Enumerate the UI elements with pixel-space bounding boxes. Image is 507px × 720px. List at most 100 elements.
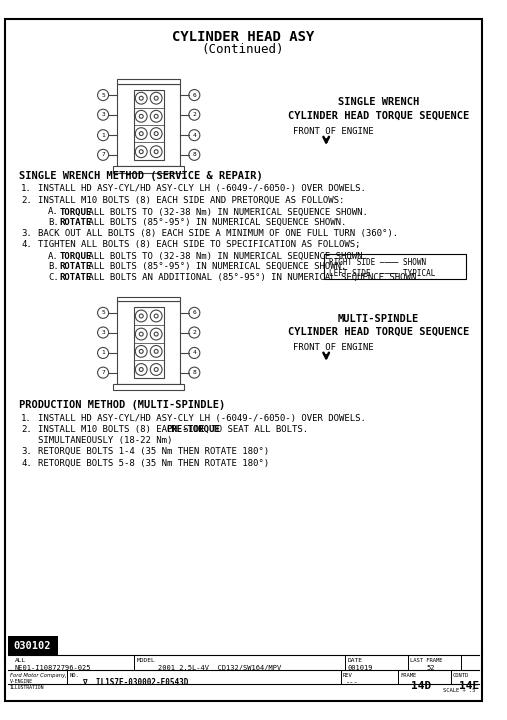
Text: PRE-TORQUE: PRE-TORQUE [166,426,220,434]
Text: 4.: 4. [21,459,32,468]
Circle shape [189,109,200,120]
Circle shape [189,367,200,378]
Circle shape [97,348,108,359]
Text: 3.: 3. [21,228,32,238]
Text: 6: 6 [193,310,196,315]
Text: 52: 52 [427,665,436,671]
Text: ALL BOLTS (85°-95°) IN NUMERICAL SEQUENCE SHOWN.: ALL BOLTS (85°-95°) IN NUMERICAL SEQUENC… [83,218,347,227]
Text: 14E: 14E [459,681,479,691]
Circle shape [189,307,200,318]
Text: 1: 1 [101,351,105,356]
Bar [8,636,58,655]
Text: 3: 3 [101,330,105,335]
Circle shape [150,310,162,322]
Text: MULTI-SPINDLE
CYLINDER HEAD TORQUE SEQUENCE: MULTI-SPINDLE CYLINDER HEAD TORQUE SEQUE… [288,314,469,337]
Text: ALL BOLTS TO (32-38 Nm) IN NUMERICAL SEQUENCE SHOWN.: ALL BOLTS TO (32-38 Nm) IN NUMERICAL SEQ… [83,251,368,261]
Text: TO SEAT ALL BOLTS.: TO SEAT ALL BOLTS. [206,426,308,434]
Circle shape [135,310,147,322]
Circle shape [189,348,200,359]
Bar [117,297,180,302]
Text: V-ENGINE: V-ENGINE [10,680,32,685]
Text: TIGHTEN ALL BOLTS (8) EACH SIDE TO SPECIFICATION AS FOLLOWS;: TIGHTEN ALL BOLTS (8) EACH SIDE TO SPECI… [39,240,361,249]
Text: ---: --- [345,680,358,685]
Text: SINGLE WRENCH
CYLINDER HEAD TORQUE SEQUENCE: SINGLE WRENCH CYLINDER HEAD TORQUE SEQUE… [288,97,469,120]
Text: LAST FRAME: LAST FRAME [410,658,442,663]
Circle shape [97,109,108,120]
Bar [117,84,180,166]
Bar [134,89,164,161]
Text: DATE: DATE [347,658,363,663]
Text: ALL BOLTS AN ADDITIONAL (85°-95°) IN NUMERICAL SEQUENCE SHOWN.: ALL BOLTS AN ADDITIONAL (85°-95°) IN NUM… [83,273,422,282]
Text: 2001 2.5L-4V  CD132/SW164/MPV: 2001 2.5L-4V CD132/SW164/MPV [158,665,281,671]
Circle shape [97,307,108,318]
Text: LEFT SIDE  ———— TYPICAL: LEFT SIDE ———— TYPICAL [329,269,436,278]
Text: PRODUCTION METHOD (MULTI-SPINDLE): PRODUCTION METHOD (MULTI-SPINDLE) [19,400,226,410]
Text: FRONT OF ENGINE: FRONT OF ENGINE [293,127,373,136]
Text: NE01-I10872796-025: NE01-I10872796-025 [14,665,91,671]
Text: A.: A. [48,251,59,261]
Circle shape [154,332,158,336]
Text: CONTD: CONTD [453,672,469,678]
Circle shape [150,328,162,340]
Text: B.: B. [48,262,59,271]
Text: 1.: 1. [21,414,32,423]
Text: 3.: 3. [21,447,32,456]
Text: ILLUSTRATION: ILLUSTRATION [10,685,44,690]
Circle shape [135,346,147,357]
Circle shape [154,96,158,100]
Circle shape [135,145,147,158]
Text: 2: 2 [193,112,196,117]
Circle shape [97,149,108,161]
Text: INSTALL M10 BOLTS (8) EACH SIDE: INSTALL M10 BOLTS (8) EACH SIDE [39,426,210,434]
Bar [113,166,184,173]
Circle shape [97,130,108,140]
Circle shape [97,367,108,378]
Text: FRONT OF ENGINE: FRONT OF ENGINE [293,343,373,352]
Circle shape [135,127,147,140]
Circle shape [135,110,147,122]
Bar [134,307,164,378]
Text: REV: REV [343,672,352,678]
Text: SINGLE WRENCH METHOD (SERVICE & REPAIR): SINGLE WRENCH METHOD (SERVICE & REPAIR) [19,171,263,181]
Text: 6: 6 [193,93,196,97]
Circle shape [189,149,200,161]
Text: MODEL: MODEL [137,658,156,663]
Text: 8: 8 [193,370,196,375]
Circle shape [139,114,143,118]
Circle shape [139,314,143,318]
Circle shape [135,364,147,375]
Circle shape [154,150,158,153]
Text: 3: 3 [101,112,105,117]
Circle shape [154,367,158,372]
Bar [113,384,184,390]
Text: 5: 5 [101,93,105,97]
Text: INSTALL M10 BOLTS (8) EACH SIDE AND PRETORQUE AS FOLLOWS:: INSTALL M10 BOLTS (8) EACH SIDE AND PRET… [39,196,345,205]
Circle shape [150,127,162,140]
Circle shape [189,327,200,338]
Text: ROTATE: ROTATE [59,218,92,227]
Circle shape [139,332,143,336]
Text: 1: 1 [101,132,105,138]
Text: 001019: 001019 [347,665,373,671]
Bar [117,302,180,384]
Text: ∇  IL1S7E-030002-E0543D: ∇ IL1S7E-030002-E0543D [82,678,188,687]
Circle shape [154,349,158,354]
Text: 030102: 030102 [14,641,51,651]
Text: 14D: 14D [411,681,431,691]
Circle shape [154,114,158,118]
Text: BACK OUT ALL BOLTS (8) EACH SIDE A MINIMUM OF ONE FULL TURN (360°).: BACK OUT ALL BOLTS (8) EACH SIDE A MINIM… [39,228,399,238]
Text: 4.: 4. [21,240,32,249]
Circle shape [154,132,158,135]
Text: ROTATE: ROTATE [59,262,92,271]
Text: CYLINDER HEAD ASY: CYLINDER HEAD ASY [171,30,314,44]
Circle shape [97,327,108,338]
Text: ALL BOLTS TO (32-38 Nm) IN NUMERICAL SEQUENCE SHOWN.: ALL BOLTS TO (32-38 Nm) IN NUMERICAL SEQ… [83,207,368,217]
Circle shape [154,314,158,318]
Text: RETORQUE BOLTS 1-4 (35 Nm THEN ROTATE 180°): RETORQUE BOLTS 1-4 (35 Nm THEN ROTATE 18… [39,447,270,456]
Circle shape [97,89,108,101]
Text: 4: 4 [193,132,196,138]
Circle shape [135,328,147,340]
Text: ALL BOLTS (85°-95°) IN NUMERICAL SEQUENCE SHOWN.: ALL BOLTS (85°-95°) IN NUMERICAL SEQUENC… [83,262,347,271]
Circle shape [135,92,147,104]
Text: (Continued): (Continued) [201,42,284,55]
